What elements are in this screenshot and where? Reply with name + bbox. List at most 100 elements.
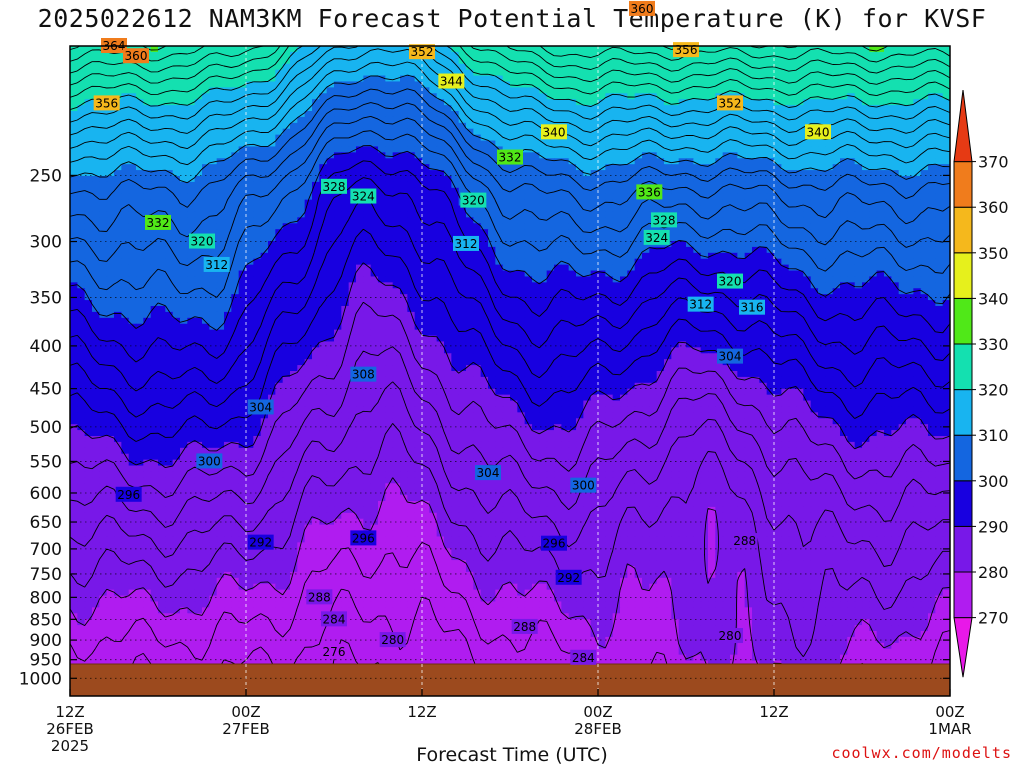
fill-cell (561, 116, 570, 124)
fill-cell (825, 105, 834, 112)
fill-cell (928, 170, 936, 177)
fill-cell (554, 105, 562, 112)
fill-cell (568, 181, 577, 189)
fill-cell (480, 146, 489, 153)
fill-cell (671, 111, 680, 118)
fill-cell (906, 152, 914, 159)
fill-cell (634, 258, 643, 266)
fill-cell (341, 105, 350, 112)
fill-cell (906, 276, 914, 283)
fill-cell (656, 199, 665, 207)
fill-cell (378, 252, 386, 260)
fill-cell (224, 252, 232, 260)
fill-cell (744, 187, 753, 195)
fill-cell (554, 199, 562, 207)
fill-cell (216, 122, 225, 130)
fill-cell (524, 276, 533, 283)
fill-cell (517, 205, 526, 213)
fill-cell (774, 46, 782, 53)
fill-cell (869, 187, 878, 195)
fill-cell (466, 205, 474, 213)
fill-cell (400, 146, 408, 153)
fill-cell (150, 229, 159, 236)
fill-cell (216, 81, 225, 88)
fill-cell (260, 93, 269, 100)
fill-cell (422, 217, 430, 224)
fill-cell (106, 258, 115, 266)
fill-cell (84, 217, 93, 224)
fill-cell (246, 128, 254, 136)
fill-cell (400, 75, 408, 83)
fill-cell (730, 111, 738, 118)
fill-cell (686, 241, 694, 248)
fill-cell (664, 193, 672, 201)
fill-cell (722, 205, 731, 213)
fill-cell (158, 187, 166, 195)
fill-cell (539, 176, 548, 183)
fill-cell (224, 229, 232, 236)
fill-cell (576, 288, 584, 295)
fill-cell (942, 158, 950, 165)
fill-cell (407, 193, 416, 201)
fill-cell (209, 229, 218, 236)
fill-cell (466, 75, 474, 83)
fill-cell (568, 187, 577, 195)
fill-cell (363, 63, 372, 71)
fill-cell (920, 116, 929, 124)
fill-cell (869, 181, 878, 189)
fill-cell (312, 75, 320, 83)
fill-cell (693, 258, 702, 266)
fill-cell (546, 258, 555, 266)
fill-cell (730, 81, 738, 88)
fill-cell (378, 87, 386, 94)
fill-cell (114, 264, 122, 272)
fill-cell (136, 258, 144, 266)
fill-cell (319, 235, 328, 242)
fill-cell (744, 264, 753, 272)
fill-cell (605, 187, 614, 195)
fill-cell (759, 134, 768, 142)
fill-cell (612, 193, 621, 201)
fill-cell (620, 158, 628, 165)
fill-cell (854, 69, 863, 77)
fill-cell (920, 246, 929, 254)
fill-cell (891, 187, 900, 195)
fill-cell (847, 276, 856, 283)
fill-cell (869, 276, 878, 283)
fill-cell (260, 170, 269, 177)
fill-cell (583, 193, 592, 201)
fill-cell (722, 69, 731, 77)
fill-cell (752, 128, 760, 136)
fill-cell (312, 46, 320, 53)
fill-cell (224, 246, 232, 254)
fill-cell (231, 241, 240, 248)
fill-cell (664, 205, 672, 213)
fill-cell (172, 140, 181, 148)
fill-cell (693, 276, 702, 283)
fill-cell (231, 205, 240, 213)
fill-cell (942, 187, 950, 195)
fill-cell (517, 46, 526, 53)
fill-cell (114, 140, 122, 148)
fill-cell (642, 99, 650, 106)
fill-cell (810, 199, 819, 207)
fill-cell (796, 241, 804, 248)
fill-cell (898, 229, 907, 236)
fill-cell (172, 170, 181, 177)
fill-cell (634, 170, 643, 177)
fill-cell (737, 164, 746, 171)
fill-cell (70, 187, 78, 195)
fill-cell (392, 282, 401, 289)
fill-cell (502, 99, 511, 106)
fill-cell (730, 241, 738, 248)
fill-cell (473, 81, 482, 88)
fill-cell (832, 181, 841, 189)
fill-cell (436, 105, 445, 112)
fill-cell (143, 205, 152, 213)
fill-cell (561, 270, 570, 278)
fill-cell (466, 111, 474, 118)
fill-cell (253, 158, 262, 165)
fill-cell (928, 205, 936, 213)
fill-cell (693, 270, 702, 278)
fill-cell (363, 181, 372, 189)
